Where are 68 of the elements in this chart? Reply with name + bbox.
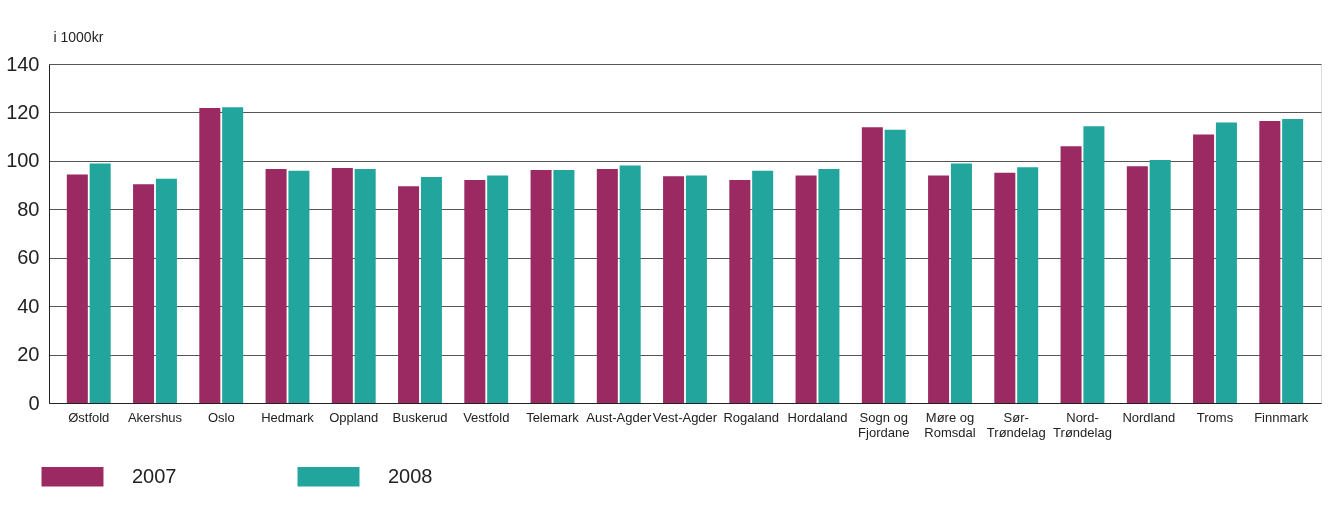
bar [1017,167,1039,403]
bar [795,175,817,403]
bar [596,169,618,403]
x-tick-label: Buskerud [392,409,448,425]
bar [288,170,310,403]
bar [1282,118,1304,403]
bar [1193,134,1215,403]
x-tick-label: Sør- Trøndelag [986,409,1046,440]
x-tick-label: Rogaland [723,409,780,425]
x-tick-label: Finnmark [1254,409,1309,425]
bar [994,172,1016,403]
bar [818,169,840,403]
bar [464,179,486,403]
legend-label: 2007 [132,464,177,487]
x-tick-label: Møre og Romsdal [924,409,976,440]
y-tick-label: 0 [28,391,40,414]
bar [1083,126,1105,403]
bar [685,175,707,403]
bar [1060,146,1082,403]
x-tick-label: Østfold [68,409,110,425]
y-tick-label: 60 [17,246,40,269]
y-tick-label: 100 [6,149,40,172]
bar [487,175,509,403]
bar [1259,120,1281,403]
bar [420,177,442,403]
x-tick-label: Oppland [329,409,379,425]
x-tick-label: Sogn og Fjordane [858,409,910,440]
legend-label: 2008 [388,464,433,487]
bar [133,184,155,403]
x-tick-label: Nordland [1122,409,1176,425]
x-tick-label: Vest-Agder [652,409,718,425]
y-tick-label: 120 [6,100,40,123]
bar [553,170,575,403]
bar [331,168,353,403]
x-tick-label: Hordaland [787,409,848,425]
bar [1126,166,1148,403]
bar [663,176,685,403]
y-tick-label: 20 [17,343,40,366]
bar [950,163,972,403]
x-tick-label: Troms [1196,409,1234,425]
bar [354,169,376,403]
x-tick-label: Oslo [207,409,235,425]
x-tick-label: Telemark [526,409,580,425]
bar [155,178,177,403]
y-tick-label: 40 [17,294,40,317]
bar [66,174,88,403]
bar [861,127,883,403]
bar [1215,122,1237,403]
bar [530,170,552,403]
x-tick-label: Nord- Trøndelag [1053,409,1112,440]
bar [752,170,774,403]
bar [928,175,950,403]
x-tick-label: Hedmark [261,409,315,425]
y-tick-label: 140 [6,52,40,75]
bar [222,107,244,403]
x-tick-label: Aust-Agder [586,409,652,425]
bar [729,179,751,403]
bar [89,163,111,403]
bar [199,108,221,403]
y-axis-title: i 1000kr [53,28,104,45]
bar [1149,159,1171,403]
bar [265,169,287,403]
bar [398,186,420,403]
bar [619,165,641,403]
x-tick-label: Vestfold [463,409,510,425]
y-tick-label: 80 [17,197,40,220]
x-tick-label: Akershus [127,409,183,425]
bar [884,129,906,403]
